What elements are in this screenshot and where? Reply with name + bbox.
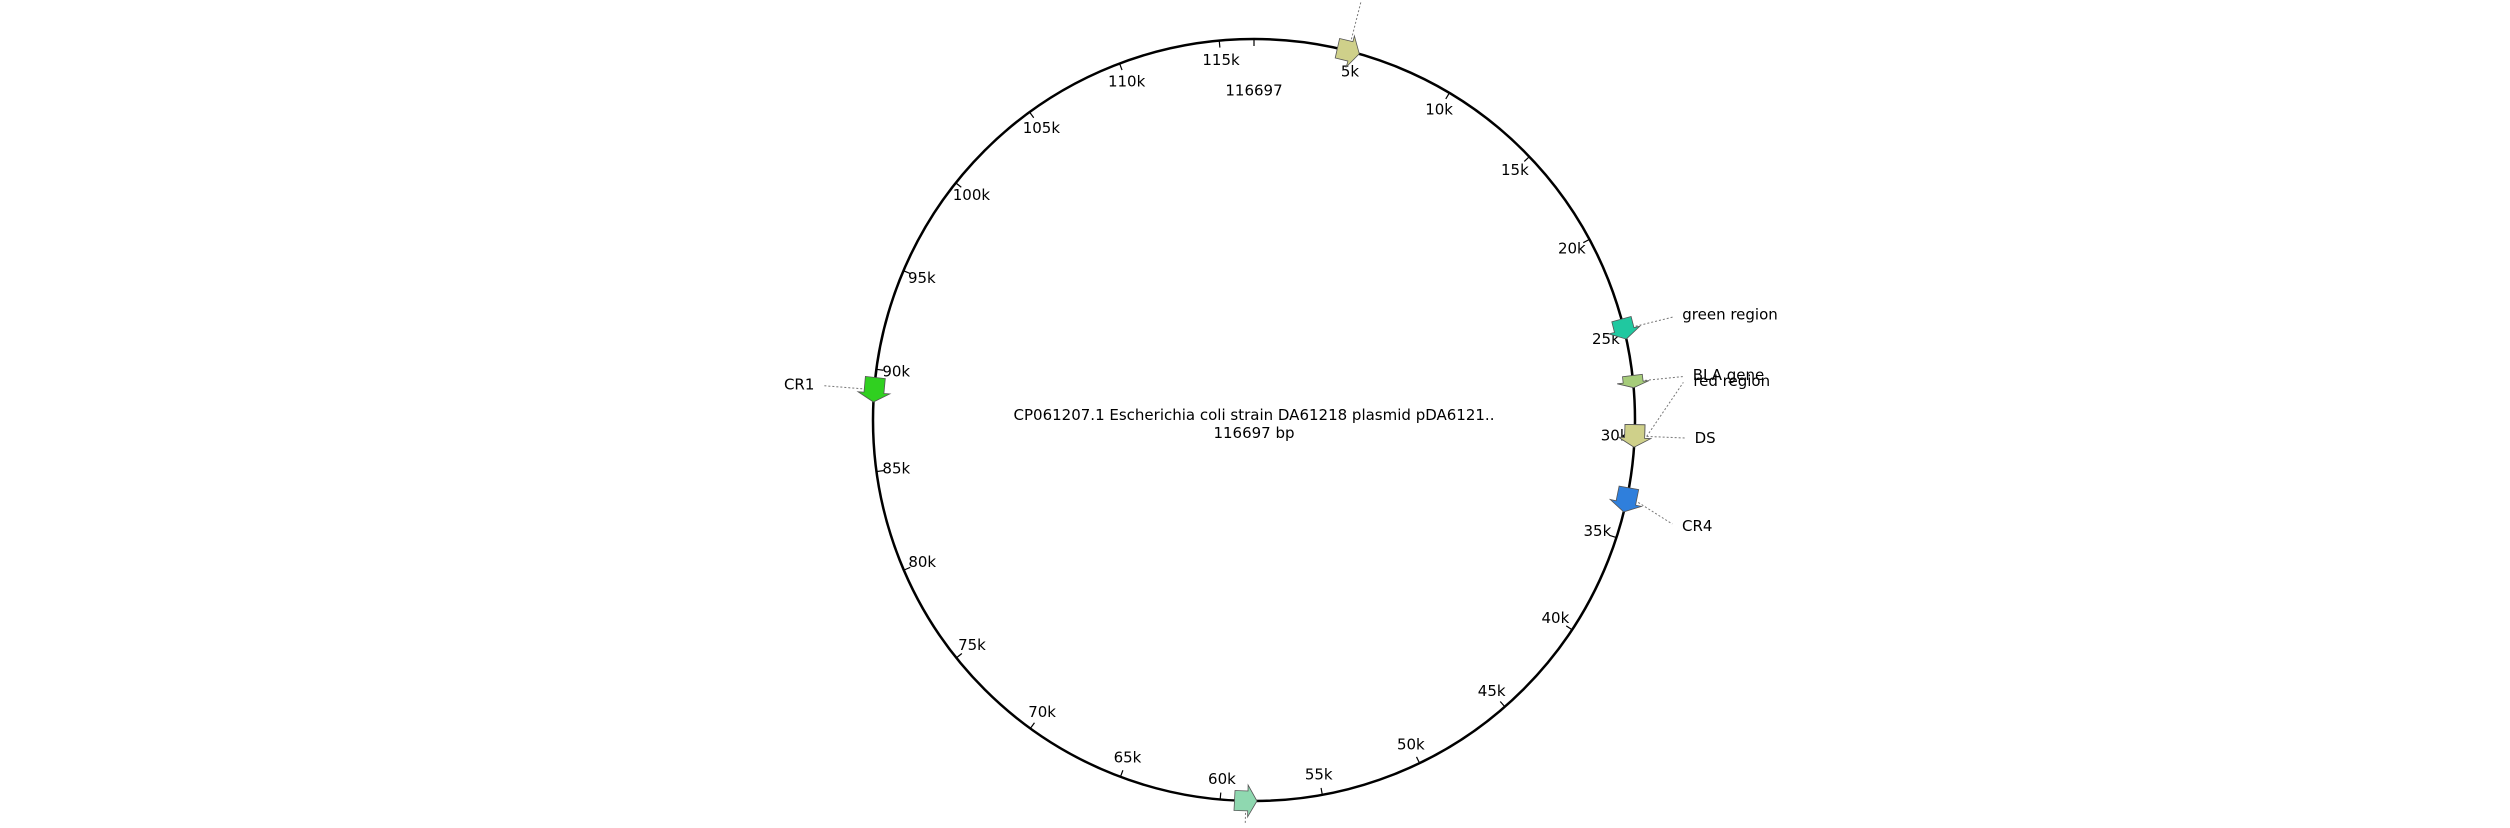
feature-label: CR4 — [1682, 517, 1712, 535]
tick-label: 70k — [1028, 703, 1056, 721]
tick-mark — [1120, 770, 1122, 777]
tick-mark — [1417, 757, 1420, 763]
feature-label: CR2 — [1363, 0, 1393, 1]
tick-label: 40k — [1542, 609, 1570, 627]
tick-mark — [1220, 793, 1221, 800]
feature-leader-line — [824, 386, 862, 389]
tick-label: 50k — [1397, 736, 1425, 754]
tick-label: 65k — [1114, 749, 1142, 767]
plasmid-length: 116697 bp — [1213, 424, 1294, 442]
feature-label: CR1 — [784, 375, 814, 393]
tick-label: 105k — [1023, 119, 1061, 137]
tick-mark — [1500, 701, 1505, 706]
tick-mark — [1219, 41, 1220, 48]
feature-leader-line — [1351, 2, 1360, 39]
tick-label: 5k — [1341, 63, 1360, 81]
feature-arrow[interactable] — [1617, 374, 1649, 387]
tick-label: 100k — [953, 186, 991, 204]
tick-label: 10k — [1425, 101, 1453, 119]
feature-leader-line — [1638, 502, 1672, 524]
tick-label: 35k — [1583, 522, 1611, 540]
feature-label: DS — [1695, 429, 1716, 447]
tick-mark — [1446, 93, 1450, 99]
tick-label: 95k — [908, 269, 936, 287]
tick-label: 20k — [1558, 239, 1586, 257]
feature-leader-line — [1245, 813, 1246, 823]
plasmid-title: CP061207.1 Escherichia coli strain DA612… — [1014, 406, 1495, 424]
tick-mark — [1120, 64, 1122, 71]
tick-label: 116697 — [1225, 82, 1282, 100]
feature-arrow[interactable] — [1610, 486, 1641, 512]
tick-label: 45k — [1478, 682, 1506, 700]
feature-arrow[interactable] — [1234, 785, 1257, 817]
feature-label: red region — [1693, 372, 1770, 390]
tick-label: 115k — [1202, 51, 1240, 69]
feature-leader-line — [1645, 377, 1683, 381]
feature-leader-line — [1647, 436, 1685, 438]
tick-label: 55k — [1305, 766, 1333, 784]
tick-label: 90k — [882, 362, 910, 380]
tick-label: 110k — [1108, 73, 1146, 91]
tick-mark — [956, 653, 961, 657]
tick-label: 80k — [908, 553, 936, 571]
tick-mark — [1030, 723, 1034, 729]
feature-leader-line — [1636, 317, 1673, 326]
tick-mark — [1030, 112, 1034, 118]
tick-label: 15k — [1501, 161, 1529, 179]
tick-label: 60k — [1208, 770, 1236, 788]
tick-label: 85k — [882, 459, 910, 477]
tick-label: 75k — [958, 636, 986, 654]
feature-arrow[interactable] — [858, 376, 890, 402]
feature-label: green region — [1682, 305, 1778, 323]
feature-leader-line — [1647, 382, 1684, 436]
